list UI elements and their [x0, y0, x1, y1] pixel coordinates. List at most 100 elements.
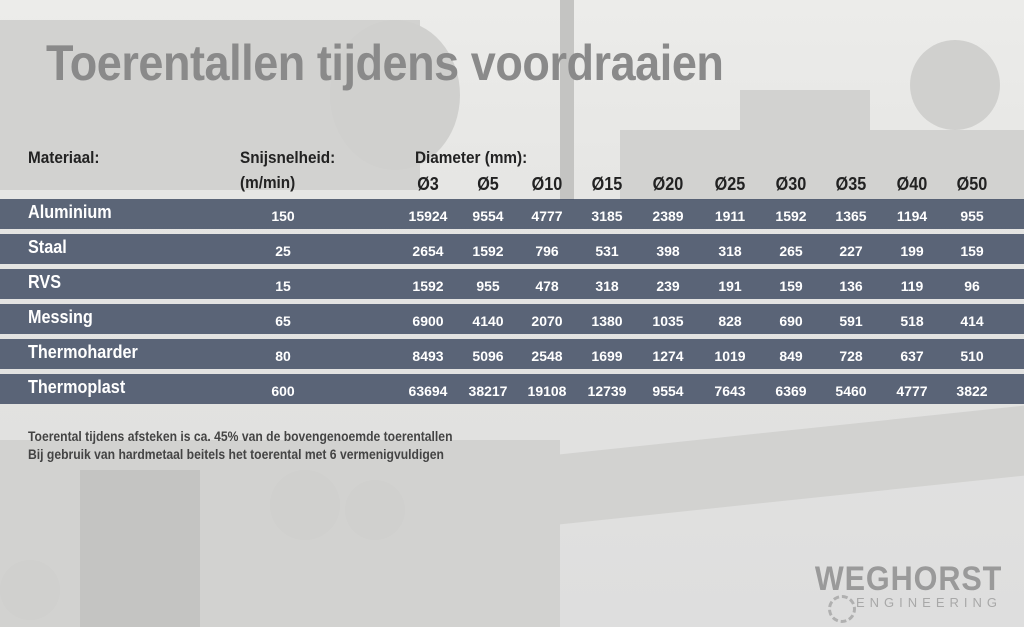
rpm-cell: 1592 [412, 278, 444, 294]
material-cell: Aluminium [28, 202, 112, 222]
diameter-col-header: Ø25 [714, 174, 746, 194]
material-cell: Messing [28, 307, 93, 327]
speed-cell: 600 [271, 383, 295, 399]
rpm-cell: 318 [718, 243, 742, 259]
rpm-cell: 4777 [896, 383, 928, 399]
speed-cell: 15 [275, 278, 291, 294]
material-cell: Thermoharder [28, 342, 138, 362]
material-header: Materiaal: [28, 148, 100, 167]
company-logo: WEGHORST ENGINEERING [794, 560, 1002, 610]
rpm-cell: 5460 [835, 383, 867, 399]
rpm-cell: 227 [839, 243, 863, 259]
rpm-cell: 2070 [531, 313, 563, 329]
rpm-cell: 2548 [531, 348, 563, 364]
material-cell: RVS [28, 272, 62, 292]
diameter-col-header: Ø3 [417, 174, 439, 194]
rpm-cell: 2654 [412, 243, 444, 259]
rpm-cell: 3822 [956, 383, 988, 399]
rpm-cell: 38217 [468, 383, 508, 399]
rpm-cell: 531 [595, 243, 619, 259]
rpm-cell: 3185 [591, 208, 623, 224]
rpm-cell: 159 [779, 278, 803, 294]
table-row: Thermoplast 600 63694 38217 19108 12739 9554 76… [0, 374, 1024, 404]
note-carbide: Bij gebruik van hardmetaal beitels het t… [28, 447, 444, 462]
rpm-cell: 5096 [472, 348, 504, 364]
diameter-col-header: Ø35 [835, 174, 867, 194]
rpm-cell: 955 [960, 208, 984, 224]
rpm-cell: 398 [656, 243, 680, 259]
material-cell: Thermoplast [28, 377, 126, 397]
rpm-cell: 728 [839, 348, 863, 364]
speed-cell: 150 [271, 208, 295, 224]
rpm-cell: 1274 [652, 348, 684, 364]
rpm-cell: 136 [839, 278, 863, 294]
table-row: RVS 15 1592 955 478 318 239 191 159 136 119 96 [0, 269, 1024, 299]
rpm-cell: 6369 [775, 383, 807, 399]
rpm-cell: 690 [779, 313, 803, 329]
rpm-cell: 2389 [652, 208, 684, 224]
rpm-cell: 849 [779, 348, 803, 364]
rpm-cell: 1380 [591, 313, 623, 329]
rpm-cell: 591 [839, 313, 863, 329]
rpm-cell: 828 [718, 313, 742, 329]
speed-cell: 65 [275, 313, 291, 329]
table-row: Thermoharder 80 8493 5096 2548 1699 1274 1019 84… [0, 339, 1024, 369]
rpm-cell: 1699 [591, 348, 623, 364]
rpm-cell: 1592 [472, 243, 504, 259]
material-cell: Staal [28, 237, 67, 257]
rpm-cell: 15924 [408, 208, 448, 224]
rpm-cell: 8493 [412, 348, 444, 364]
rpm-cell: 796 [535, 243, 559, 259]
rpm-cell: 318 [595, 278, 619, 294]
rpm-cell: 7643 [714, 383, 746, 399]
rpm-cell: 12739 [587, 383, 627, 399]
rpm-cell: 4140 [472, 313, 504, 329]
rpm-cell: 19108 [527, 383, 567, 399]
diameter-col-header: Ø50 [956, 174, 988, 194]
logo-subtitle: ENGINEERING [855, 595, 1002, 610]
diameter-header: Diameter (mm): [415, 148, 528, 167]
rpm-cell: 1911 [714, 208, 746, 224]
rpm-cell: 510 [960, 348, 984, 364]
rpm-cell: 9554 [472, 208, 504, 224]
table-row: Aluminium 150 15924 9554 4777 3185 2389 1911 159… [0, 199, 1024, 229]
diameter-columns: Ø3 Ø5 Ø10 Ø15 Ø20 Ø25 Ø30 Ø35 Ø40 Ø50 [0, 174, 1024, 196]
rpm-table: Aluminium 150 15924 9554 4777 3185 2389 1911 159… [0, 199, 1024, 409]
rpm-cell: 955 [476, 278, 500, 294]
table-row: Staal 25 2654 1592 796 531 398 318 265 227 199 159 [0, 234, 1024, 264]
diameter-col-header: Ø15 [591, 174, 623, 194]
gear-icon [828, 595, 856, 623]
rpm-cell: 63694 [408, 383, 448, 399]
rpm-cell: 4777 [531, 208, 563, 224]
rpm-cell: 1019 [714, 348, 746, 364]
speed-unit-header: (m/min) [240, 173, 296, 192]
rpm-cell: 1194 [896, 208, 928, 224]
rpm-cell: 1365 [835, 208, 867, 224]
rpm-cell: 1035 [652, 313, 684, 329]
logo-name: WEGHORST [814, 560, 1002, 598]
rpm-cell: 1592 [775, 208, 807, 224]
rpm-cell: 6900 [412, 313, 444, 329]
speed-cell: 25 [275, 243, 291, 259]
rpm-cell: 9554 [652, 383, 684, 399]
notes: Toerental tijdens afsteken is ca. 45% va… [28, 428, 500, 464]
table-row: Messing 65 6900 4140 2070 1380 1035 828 690 591 51… [0, 304, 1024, 334]
rpm-cell: 414 [960, 313, 984, 329]
rpm-cell: 199 [900, 243, 924, 259]
rpm-cell: 96 [964, 278, 980, 294]
rpm-cell: 518 [900, 313, 924, 329]
note-parting: Toerental tijdens afsteken is ca. 45% va… [28, 429, 453, 444]
diameter-col-header: Ø5 [477, 174, 499, 194]
rpm-cell: 478 [535, 278, 559, 294]
rpm-cell: 637 [900, 348, 924, 364]
rpm-cell: 265 [779, 243, 803, 259]
rpm-cell: 159 [960, 243, 984, 259]
rpm-cell: 239 [656, 278, 680, 294]
speed-cell: 80 [275, 348, 291, 364]
page-title: Toerentallen tijdens voordraaien [46, 35, 724, 91]
diameter-col-header: Ø40 [896, 174, 928, 194]
diameter-col-header: Ø30 [775, 174, 807, 194]
diameter-col-header: Ø10 [531, 174, 563, 194]
rpm-cell: 191 [718, 278, 742, 294]
speed-header: Snijsnelheid: [240, 148, 336, 167]
